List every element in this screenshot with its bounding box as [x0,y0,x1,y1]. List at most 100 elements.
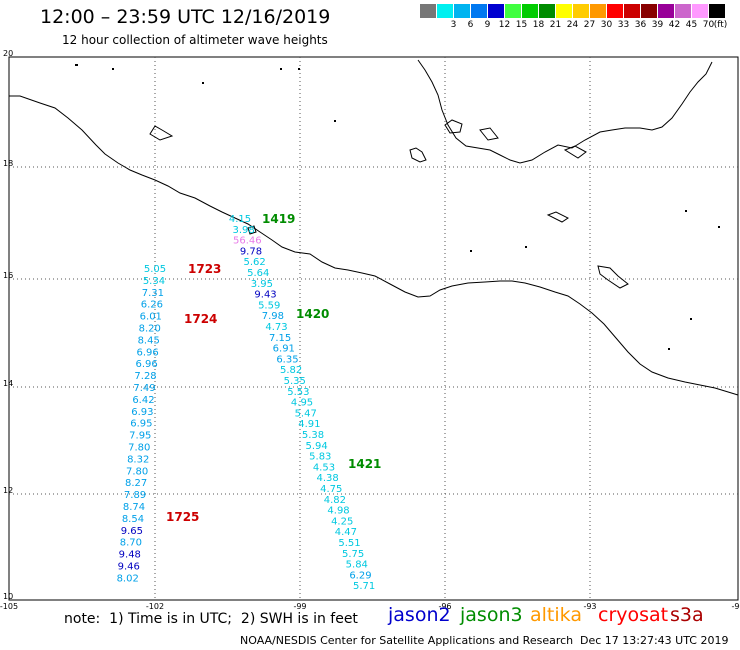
legend-swatch [658,4,675,18]
small-lakes [75,64,720,350]
lake-dot [718,226,720,228]
wave-height-value: 8.54 [122,514,144,525]
wave-height-value: 8.70 [120,538,142,549]
pass-label: 1723 [188,262,221,276]
wave-height-value: 7.80 [128,443,150,454]
gulf-coast-path [417,59,713,164]
wave-height-value: 4.95 [291,398,313,409]
legend-label: 18 [532,20,545,30]
legend-label: 42 [668,20,681,30]
lon-label: -99 [293,602,306,611]
lat-label: 16 [3,271,13,280]
color-legend: 3 6 9 12 15 18 21 24 27 30 33 36 39 42 45 70 (ft) [420,4,728,32]
satellite-name: s3a [670,604,704,626]
legend-label: 9 [484,20,491,30]
wave-height-value: 9.43 [254,290,276,301]
wave-height-value: 8.74 [123,502,145,513]
legend-swatch [692,4,709,18]
legend-label: 15 [515,20,528,30]
lake-dot [202,82,204,84]
altimeter-track-b: 4.153.9856.469.785.625.643.959.435.597.9… [229,214,375,592]
pass-label: 1724 [184,312,217,326]
lat-label: 18 [3,159,13,168]
legend-swatch [624,4,641,18]
wave-height-value: 4.82 [324,495,346,506]
river-path [563,145,587,159]
pass-label: 1419 [262,212,295,226]
legend-swatch [539,4,556,18]
lake-path-2 [597,265,629,289]
wave-height-value: 5.84 [346,560,368,571]
wave-height-value: 6.95 [130,419,152,430]
lon-label: -105 [0,602,18,611]
wave-height-value: 8.27 [125,478,147,489]
coastline [9,59,739,396]
legend-label: 30 [600,20,613,30]
legend-labels: 3 6 9 12 15 18 21 24 27 30 33 36 39 42 45 70 (ft) [420,18,728,32]
wave-height-value: 4.47 [335,527,357,538]
page-title: 12:00 – 23:59 UTC 12/16/2019 [40,6,331,28]
bay-path [444,119,463,134]
wave-height-value: 5.94 [306,441,328,452]
wave-height-value: 5.64 [247,268,269,279]
wave-height-value: 9.78 [240,246,262,257]
wave-height-value: 5.51 [338,538,360,549]
wave-height-value: 6.96 [135,359,157,370]
wave-height-value: 4.91 [298,419,320,430]
map-frame [8,56,739,601]
lake-dot [668,348,670,350]
lagoon-path [409,147,427,163]
wave-height-value: 4.98 [327,506,349,517]
lat-label: 14 [3,379,13,388]
legend-swatch [641,4,658,18]
legend-color-bar [420,4,726,18]
wave-height-value: 3.95 [251,279,273,290]
legend-swatch [505,4,522,18]
pass-label: 1725 [166,510,199,524]
wave-height-value: 6.93 [131,407,153,418]
wave-height-value: 6.96 [137,347,159,358]
legend-label: 39 [651,20,664,30]
wave-height-value: 7.49 [133,383,155,394]
lake-path [546,211,569,223]
lake-dot [470,250,472,252]
wave-height-value: 7.28 [134,371,156,382]
legend-swatch [522,4,539,18]
wave-height-value: 8.32 [127,454,149,465]
satellite-name: jason3 [460,604,523,626]
legend-swatch [471,4,488,18]
wave-height-value: 5.82 [280,365,302,376]
wave-height-value: 6.01 [140,312,162,323]
legend-swatch [454,4,471,18]
legend-label: 12 [498,20,511,30]
island-path [247,225,257,235]
legend-label: 45 [685,20,698,30]
lake-dot [334,120,336,122]
wave-height-value: 7.31 [142,288,164,299]
wave-height-value: 5.38 [302,430,324,441]
legend-label: 3 [450,20,457,30]
wave-height-value: 8.20 [139,324,161,335]
wave-height-value: 5.05 [144,264,166,275]
pass-label: 1420 [296,307,329,321]
lon-label: -93 [583,602,596,611]
legend-label: 21 [549,20,562,30]
legend-swatch [556,4,573,18]
wave-height-value: 9.48 [119,550,141,561]
legend-label: 6 [467,20,474,30]
satellite-name: cryosat [598,604,669,626]
legend-swatch [607,4,624,18]
wave-height-value: 3.98 [233,225,255,236]
lake-dot [280,68,282,70]
legend-swatch [675,4,692,18]
lat-label: 20 [3,49,13,58]
pass-label: 1421 [348,457,381,471]
wave-height-value: 9.65 [121,526,143,537]
legend-swatch [488,4,505,18]
lat-label: 10 [3,592,13,601]
lat-label: 12 [3,486,13,495]
wave-height-value: 6.26 [141,300,163,311]
timestamp-text: Dec 17 13:27:43 UTC 2019 [580,634,729,647]
legend-label: 36 [634,20,647,30]
